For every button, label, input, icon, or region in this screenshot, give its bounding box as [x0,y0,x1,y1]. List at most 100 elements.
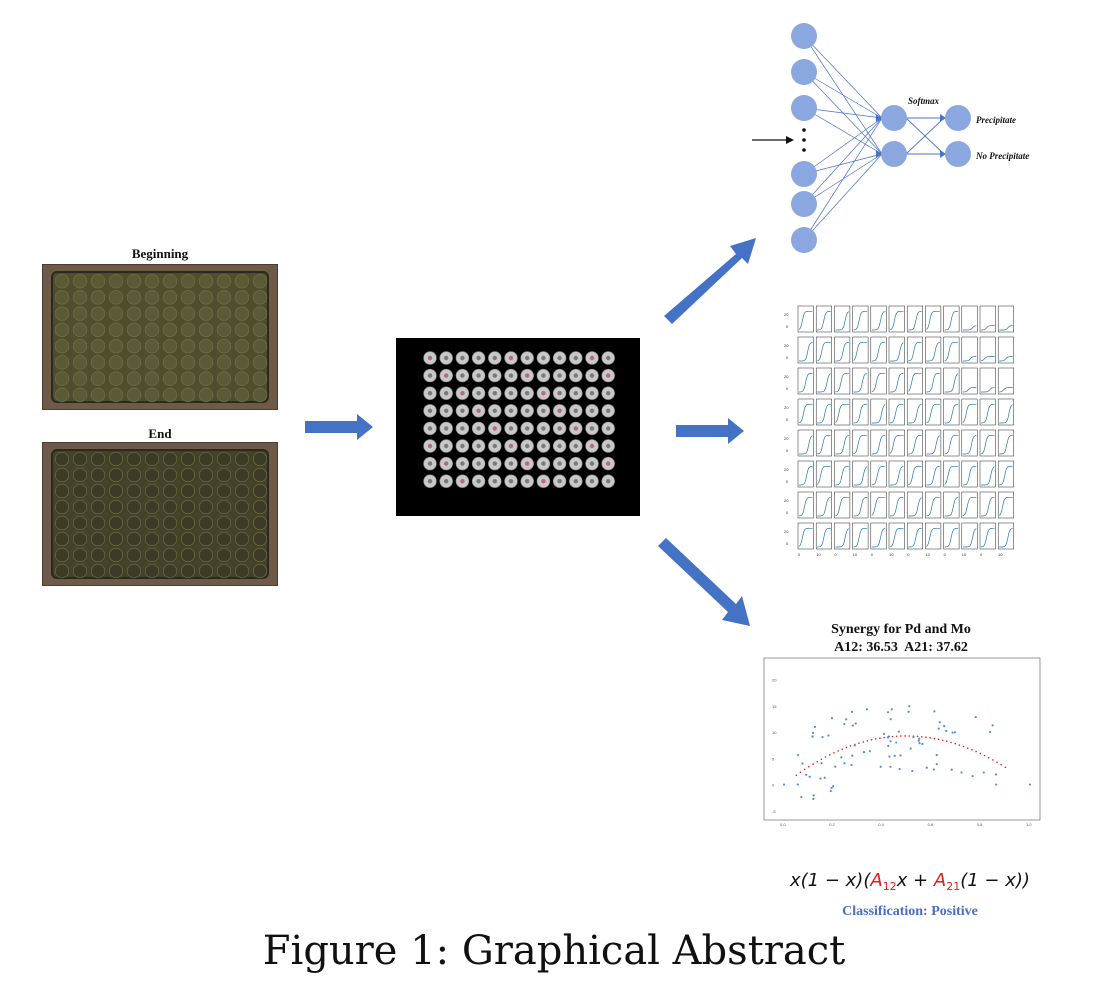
mini-plot-curve [799,342,813,362]
mini-plot-frame [870,460,887,488]
well [234,483,250,499]
edge [803,117,883,205]
well-center [541,373,546,378]
data-point [908,705,911,708]
arrow-down-right-icon [658,538,750,626]
well [126,290,142,305]
edge [905,117,945,155]
mini-plot-curve [853,373,868,393]
well-center [427,461,433,466]
mini-plot-frame [834,491,851,519]
well-center [508,391,514,396]
well [90,563,106,579]
well-center [460,461,465,466]
mini-plot-frame [943,460,960,488]
mini-plot-frame [906,305,923,333]
y-tick-label: 10 [772,730,777,735]
data-point [850,763,853,767]
fit-point [870,739,873,741]
data-point [918,741,921,745]
data-point [950,768,953,771]
mini-plot-curve [817,373,831,393]
fit-point [812,763,814,765]
scatter-subtitle: A12: 36.53 A21: 37.62 [834,640,968,655]
mini-plot-frame [834,336,851,364]
fit-point [979,752,982,755]
fit-point [966,747,969,749]
well-center [427,479,433,484]
well [126,515,142,531]
well [144,387,160,403]
well-center [476,461,481,466]
mini-plot-curve [817,497,831,517]
data-point [945,729,948,733]
well [144,338,160,354]
data-point [933,710,936,713]
data-point [782,783,786,786]
well [108,483,124,499]
mini-plot-frame [834,429,851,457]
mini-plot-frame [797,336,814,364]
well-center [427,426,433,431]
mini-plot-curve [962,528,977,548]
well [252,467,268,483]
well [72,563,88,579]
well [216,371,232,386]
data-point [801,762,804,765]
mini-plot-frame [834,522,851,550]
tick-label: 0 [786,324,789,329]
data-point [925,766,928,769]
well [126,451,142,467]
well [108,563,124,579]
well [180,547,196,563]
mini-plot-curve [817,403,831,424]
well [198,451,214,467]
output-node [945,105,971,131]
well [234,371,250,386]
fit-point [996,761,998,764]
well [234,531,250,547]
fit-point [837,750,839,752]
tick-label: 0 [786,386,789,391]
data-point [938,721,941,724]
mini-plot-curve [999,434,1013,455]
well-center [557,443,562,449]
fit-point [1004,766,1007,769]
tick-label: 0 [834,552,837,557]
mini-plot-curve [981,496,995,517]
mini-plot-curve [817,527,831,548]
well-center [589,461,595,466]
softmax-label: Softmax [908,96,940,106]
arrow-right-icon [676,418,744,444]
data-point [823,776,826,779]
well [144,273,160,289]
mini-plot-curve [999,404,1013,424]
tick-label: 10 [889,552,894,557]
mini-plot-frame [797,460,814,488]
well [252,451,268,467]
mini-plot-frame [961,429,978,457]
edge-arrowhead [876,150,882,158]
data-point [917,739,920,742]
mini-plot-frame [834,305,851,333]
data-point [994,773,998,776]
fit-point [937,738,940,741]
data-point [840,756,843,759]
well-center [557,479,562,484]
well [234,338,250,354]
data-point [834,765,837,768]
data-point [830,786,833,790]
fit-point [808,765,810,768]
mini-plot-frame [997,522,1014,550]
data-point [865,708,869,711]
well [180,371,196,386]
well [144,531,160,547]
mini-plot-frame [870,367,887,395]
edge [803,117,883,175]
well [72,306,88,321]
mini-plot-curve [908,497,922,517]
data-point [819,777,822,780]
mini-plot-curve [835,311,850,331]
mini-plot-curve [926,310,940,330]
well [234,499,250,515]
